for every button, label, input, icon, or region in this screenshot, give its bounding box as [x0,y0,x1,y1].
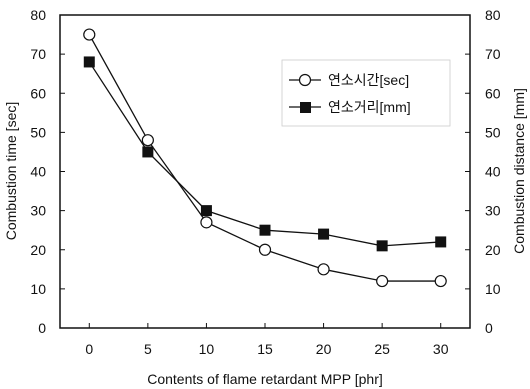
x-tick-label: 5 [144,341,152,357]
series-0-point [317,263,330,276]
y-tick-label: 10 [30,281,46,297]
x-tick-label: 20 [316,341,332,357]
y2-tick-label: 70 [485,46,501,62]
series-1-point [318,228,330,240]
y2-axis-label: Combustion distance [mm] [511,88,527,254]
legend-label-time: 연소시간[sec] [328,72,409,88]
x-axis-label: Contents of flame retardant MPP [phr] [147,371,383,387]
y-tick-label: 30 [30,203,46,219]
series-1-point [259,224,271,236]
y2-tick-label: 50 [485,124,501,140]
x-axis-ticks: 0 5 10 15 20 25 30 [85,323,449,357]
y-axis-ticks: 0 10 20 30 40 50 60 70 80 [30,7,65,336]
y2-tick-label: 10 [485,281,501,297]
series-0-point [200,216,213,229]
series-0-point [141,134,154,147]
legend: 연소시간[sec] 연소거리[mm] [281,59,451,127]
x-tick-label: 25 [374,341,390,357]
y-tick-label: 80 [30,7,46,23]
series-0-point [434,274,447,288]
y-tick-label: 50 [30,124,46,140]
series-1-point [142,146,154,158]
legend-box [281,59,451,127]
y2-tick-label: 40 [485,164,501,180]
series-1-point [376,240,388,252]
legend-marker-distance [300,102,311,113]
x-tick-label: 10 [199,341,215,357]
y-tick-label: 70 [30,46,46,62]
series-layer [83,28,447,288]
y2-tick-label: 0 [485,320,493,336]
y-tick-label: 40 [30,164,46,180]
x-tick-label: 15 [257,341,273,357]
y2-axis-ticks: 0 10 20 30 40 50 60 70 80 [465,7,501,336]
y-axis-label: Combustion time [sec] [3,102,19,241]
legend-marker-time [298,73,312,87]
x-tick-label: 30 [433,341,449,357]
legend-label-distance: 연소거리[mm] [328,99,411,115]
y-tick-label: 20 [30,242,46,258]
series-1-point [200,205,212,217]
y2-tick-label: 80 [485,7,501,23]
series-0-point [258,243,272,256]
series-1-point [83,56,95,68]
y2-tick-label: 60 [485,85,501,101]
x-tick-label: 0 [85,341,93,357]
y2-tick-label: 20 [485,242,501,258]
y-tick-label: 0 [38,320,46,336]
series-0-point [376,274,389,288]
series-0-point [83,28,96,41]
series-1-point [435,236,447,248]
y-tick-label: 60 [30,85,46,101]
y2-tick-label: 30 [485,203,501,219]
